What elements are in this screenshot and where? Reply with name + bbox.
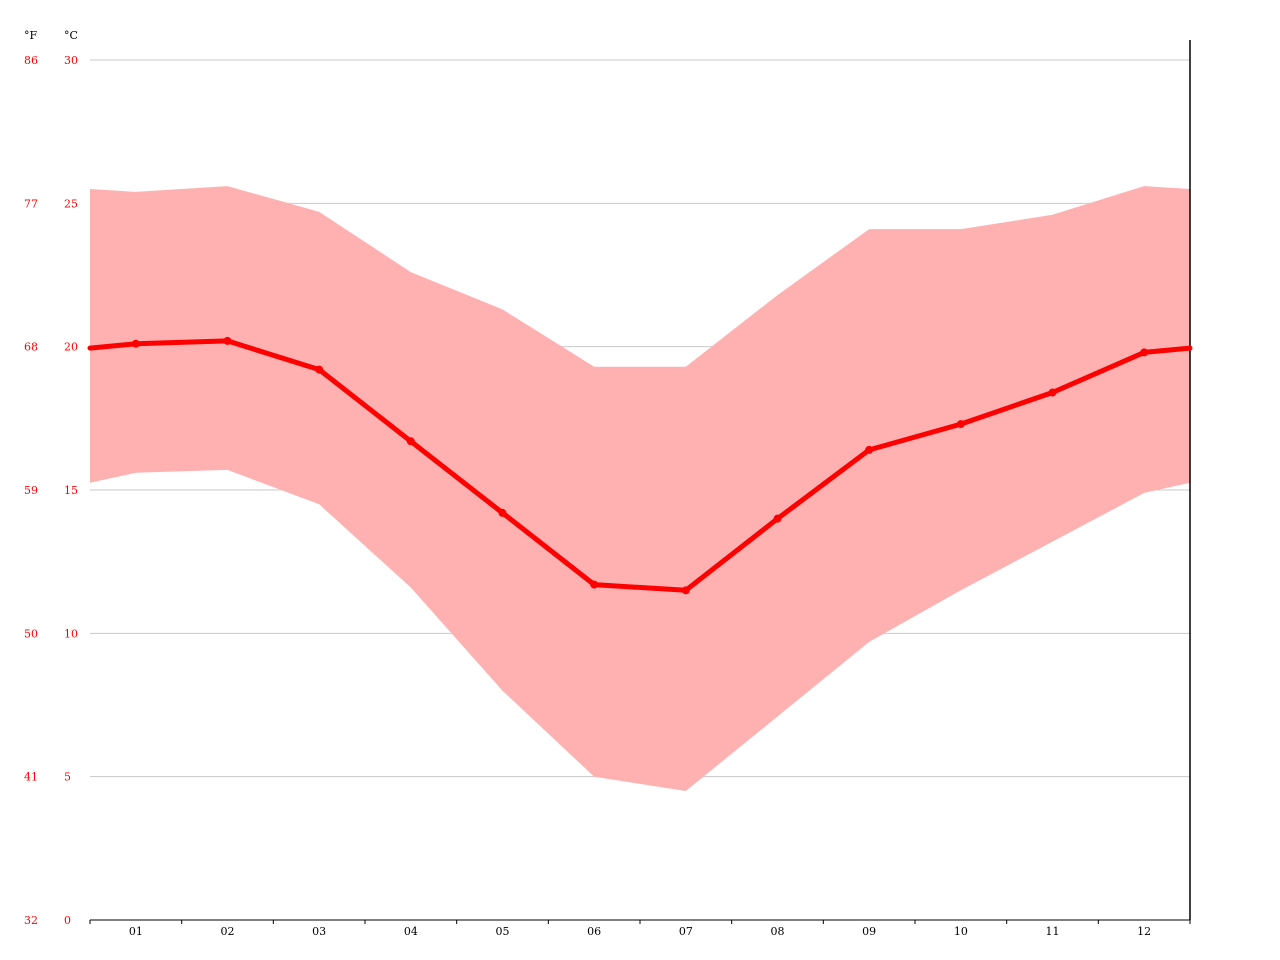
celsius-unit-label: °C [64, 29, 78, 42]
y-tick-label-celsius: 30 [64, 54, 78, 67]
y-tick-label-fahrenheit: 59 [24, 484, 38, 497]
x-tick-label: 09 [862, 925, 876, 938]
y-tick-label-celsius: 25 [64, 197, 78, 210]
average-temperature-point [773, 514, 782, 523]
axis-layer [89, 40, 1191, 924]
x-tick-label: 01 [129, 925, 143, 938]
x-tick-label: 12 [1137, 925, 1151, 938]
average-temperature-point [681, 586, 690, 595]
label-layer: °F °C 0 32 5 41 10 50 15 59 20 68 25 77 30 86 01 02 03 04… [24, 29, 1151, 938]
y-tick-label-celsius: 20 [64, 341, 78, 354]
y-tick-label-fahrenheit: 68 [24, 341, 38, 354]
average-temperature-line-layer [87, 336, 1193, 595]
average-temperature-point [1140, 348, 1149, 357]
average-temperature-line [87, 338, 1193, 593]
x-tick-label: 03 [312, 925, 326, 938]
average-temperature-point [1048, 388, 1057, 397]
average-temperature-point [131, 339, 140, 348]
x-tick-label: 04 [404, 925, 418, 938]
y-tick-label-celsius: 5 [64, 771, 71, 784]
y-tick-label-fahrenheit: 32 [24, 914, 38, 927]
average-temperature-point [406, 437, 415, 446]
y-tick-label-fahrenheit: 77 [24, 197, 38, 210]
average-temperature-point [498, 508, 507, 517]
x-tick-label: 11 [1046, 925, 1060, 938]
y-tick-label-fahrenheit: 41 [24, 771, 38, 784]
x-tick-label: 06 [587, 925, 601, 938]
y-tick-label-fahrenheit: 50 [24, 627, 38, 640]
average-temperature-point [223, 336, 232, 345]
average-temperature-point [315, 365, 324, 374]
y-tick-label-celsius: 0 [64, 914, 71, 927]
temperature-range-band [90, 186, 1190, 792]
x-tick-label: 07 [679, 925, 693, 938]
average-temperature-point [590, 580, 599, 589]
y-tick-label-celsius: 10 [64, 627, 78, 640]
fahrenheit-unit-label: °F [24, 29, 38, 42]
x-tick-label: 10 [954, 925, 968, 938]
average-temperature-point [956, 420, 965, 429]
x-tick-label: 08 [771, 925, 785, 938]
x-tick-label: 05 [496, 925, 510, 938]
y-tick-label-fahrenheit: 86 [24, 54, 38, 67]
x-tick-label: 02 [221, 925, 235, 938]
temperature-range-band-layer [90, 186, 1190, 792]
average-temperature-point [865, 445, 874, 454]
y-tick-label-celsius: 15 [64, 484, 78, 497]
